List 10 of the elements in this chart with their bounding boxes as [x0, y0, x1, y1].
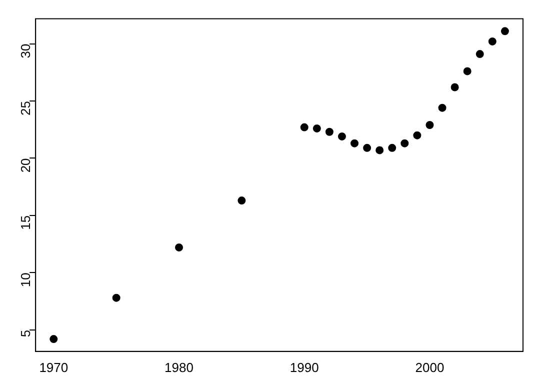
- x-tick-label: 1990: [290, 360, 319, 375]
- y-tick-label: 5: [18, 330, 34, 338]
- x-tick-label: 2000: [415, 360, 444, 375]
- y-tick-label: 15: [18, 215, 34, 230]
- y-tick-label: 10: [18, 272, 34, 288]
- y-tick-label: 30: [18, 44, 34, 58]
- y-tick-label: 20: [18, 158, 34, 173]
- y-tick-label: 25: [18, 100, 34, 116]
- x-tick-label: 1970: [39, 360, 68, 375]
- x-tick-label: 1980: [164, 360, 194, 375]
